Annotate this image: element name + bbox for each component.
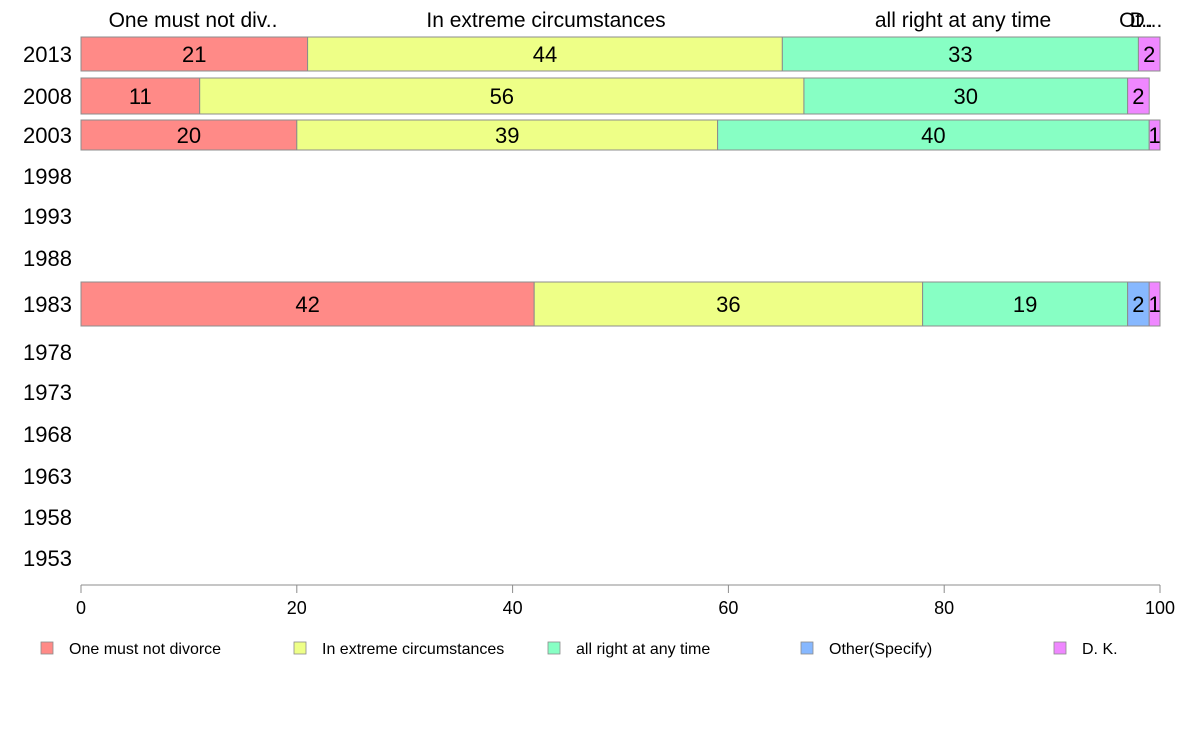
legend: One must not divorce In extreme circumsta… — [40, 641, 1118, 658]
bar-segment — [1148, 119, 1161, 151]
bar-value-label: 2 — [1132, 292, 1144, 317]
y-tick-label: 2013 — [23, 42, 72, 67]
y-tick-label: 1983 — [23, 292, 72, 317]
bar-segment — [922, 281, 1129, 327]
bar-segment — [307, 36, 783, 72]
bar-value-label: 44 — [533, 42, 557, 67]
legend-swatch — [800, 641, 814, 655]
x-tick-label: 80 — [934, 598, 954, 618]
series-top-label: In extreme circumstances — [426, 9, 665, 32]
bar-value-label: 42 — [295, 292, 319, 317]
bar-segment — [80, 281, 535, 327]
bar-value-label: 20 — [177, 123, 201, 148]
y-tick-label: 1978 — [23, 340, 72, 365]
bar-segment — [80, 119, 298, 151]
bar-value-label: 1 — [1148, 123, 1160, 148]
bar-value-label: 21 — [182, 42, 206, 67]
x-tick-label: 0 — [76, 598, 86, 618]
bar-value-label: 33 — [948, 42, 972, 67]
y-tick-label: 1963 — [23, 464, 72, 489]
legend-label: One must not divorce — [69, 641, 221, 658]
bar-value-label: 56 — [490, 84, 514, 109]
bar-value-label: 30 — [954, 84, 978, 109]
bar-value-label: 2 — [1132, 84, 1144, 109]
bars: 21 44 33 211 56 30 220 39 40 142 36 19 2 1 — [80, 36, 1161, 327]
x-tick-label: 20 — [287, 598, 307, 618]
bar-value-label: 11 — [129, 84, 152, 109]
y-tick-label: 1973 — [23, 380, 72, 405]
bar-value-label: 40 — [921, 123, 945, 148]
legend-label: Other(Specify) — [829, 641, 932, 658]
x-tick-label: 100 — [1145, 598, 1175, 618]
bar-segment — [199, 77, 805, 115]
y-tick-label: 2008 — [23, 84, 72, 109]
y-tick-label: 2003 — [23, 123, 72, 148]
series-top-label: One must not div.. — [109, 9, 278, 32]
legend-label: all right at any time — [576, 641, 710, 658]
bar-value-label: 36 — [716, 292, 740, 317]
legend-swatch — [1053, 641, 1067, 655]
bar-segment — [1127, 77, 1150, 115]
bar-value-label: 19 — [1013, 292, 1037, 317]
bar-segment — [296, 119, 719, 151]
x-tick-label: 60 — [718, 598, 738, 618]
legend-swatch — [40, 641, 54, 655]
legend-swatch — [293, 641, 307, 655]
y-tick-label: 1958 — [23, 505, 72, 530]
bar-value-label: 1 — [1148, 292, 1160, 317]
series-top-label: D... — [1130, 9, 1163, 32]
bar-value-label: 2 — [1143, 42, 1155, 67]
y-tick-label: 1993 — [23, 204, 72, 229]
y-tick-label: 1953 — [23, 546, 72, 571]
y-tick-label: 1988 — [23, 246, 72, 271]
series-top-label: Ot.. — [1119, 9, 1153, 32]
y-axis-labels: 2013 2008 2003 1998 1993 1988 1983 1978 1973 1968… — [23, 42, 72, 571]
legend-label: D. K. — [1082, 641, 1118, 658]
bar-segment — [1148, 281, 1161, 327]
bar-segment — [80, 77, 201, 115]
legend-swatch — [547, 641, 561, 655]
y-tick-label: 1968 — [23, 422, 72, 447]
x-axis: 0 20 40 60 80 100 — [76, 584, 1175, 618]
bar-segment — [803, 77, 1129, 115]
bar-segment — [1137, 36, 1161, 72]
series-top-label: all right at any time — [875, 9, 1051, 32]
y-tick-label: 1998 — [23, 164, 72, 189]
x-tick-label: 40 — [503, 598, 523, 618]
series-top-labels: One must not div.. In extreme circumstanc… — [109, 9, 1163, 32]
bar-value-label: 39 — [495, 123, 519, 148]
legend-label: In extreme circumstances — [322, 641, 504, 658]
